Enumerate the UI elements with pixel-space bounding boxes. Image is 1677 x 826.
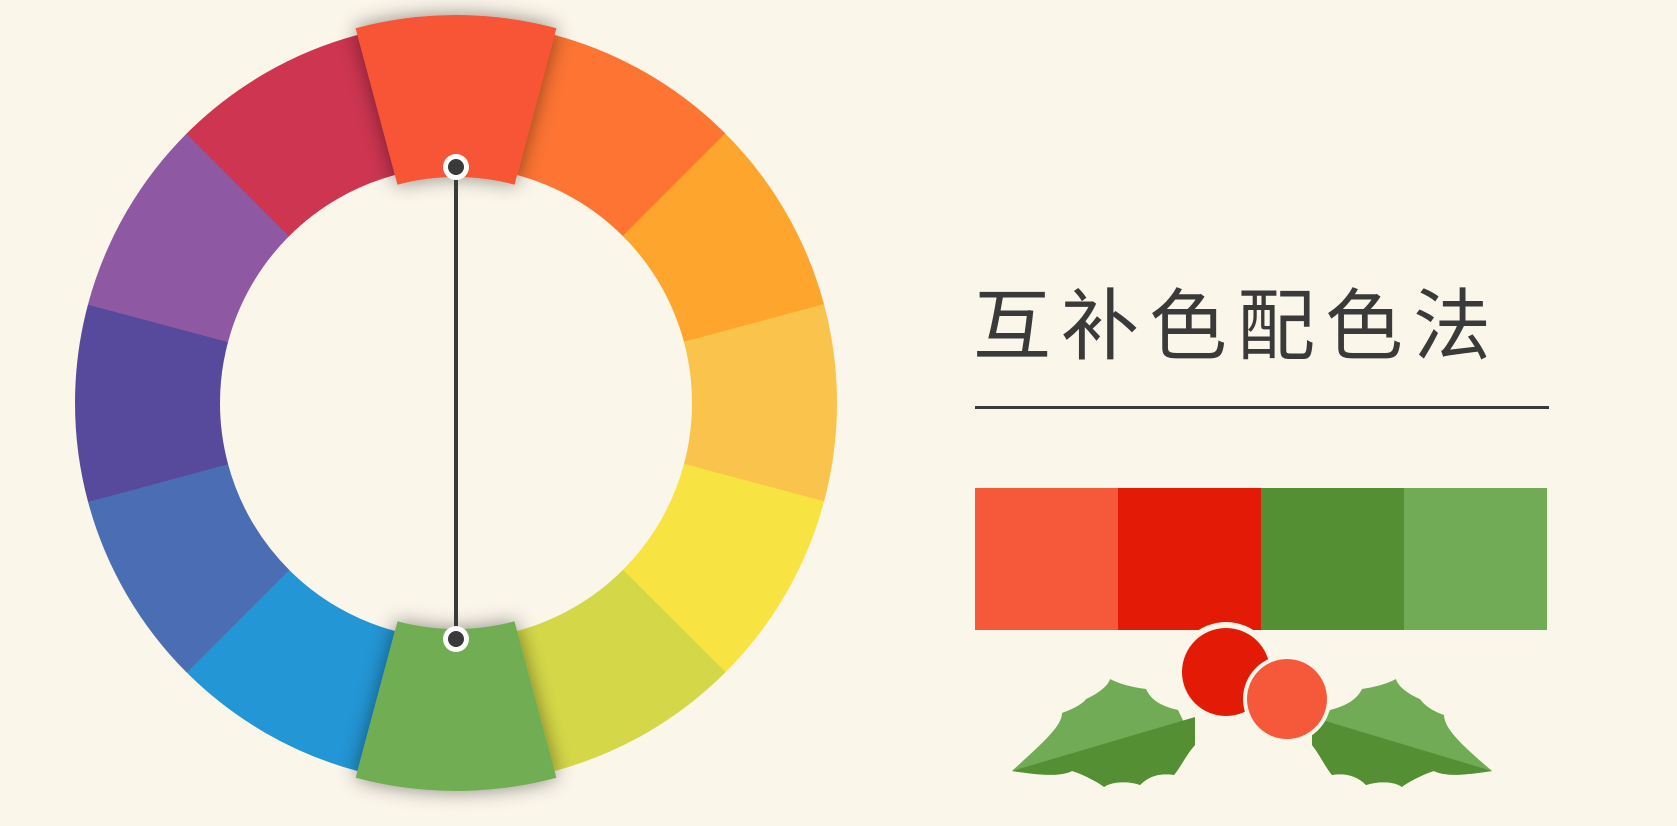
color-palette [975, 488, 1547, 630]
holly-leaf-right-vein [1312, 717, 1492, 787]
wheel-segment-10 [75, 304, 229, 502]
palette-swatch-4 [1404, 488, 1547, 630]
wheel-segment-6 [516, 569, 726, 772]
wheel-segment-7 [355, 621, 557, 791]
connector-dot-1 [448, 159, 464, 175]
palette-swatch-2 [1118, 488, 1261, 630]
holly-icon [1012, 622, 1492, 787]
wheel-segment-4 [683, 304, 837, 502]
wheel-segment-9 [87, 463, 290, 673]
holly-leaf-left-vein [1012, 717, 1195, 787]
holly-berry-orange [1247, 659, 1327, 739]
wheel-segment-12 [186, 34, 396, 237]
connector-dot-2 [448, 631, 464, 647]
title-divider [975, 406, 1549, 409]
palette-swatch-3 [1261, 488, 1404, 630]
palette-swatch-1 [975, 488, 1118, 630]
wheel-segment-3 [622, 133, 825, 343]
page-title: 互补色配色法 [973, 282, 1502, 372]
wheel-segment-1 [355, 15, 557, 185]
complementary-connector [443, 154, 469, 652]
color-wheel [75, 15, 837, 791]
